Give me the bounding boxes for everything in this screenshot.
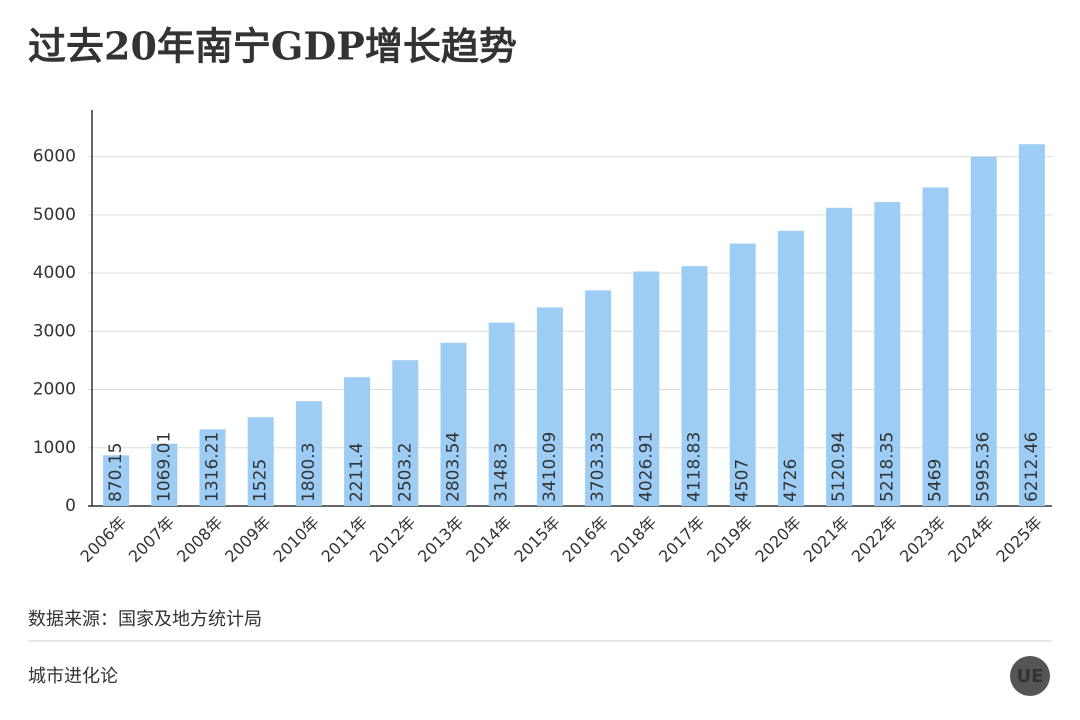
bar	[440, 342, 467, 506]
logo: UE	[1017, 666, 1044, 687]
value-label: 2803.54	[444, 432, 464, 502]
y-tick-label: 6000	[33, 147, 76, 167]
bar	[874, 202, 901, 506]
value-label: 3703.33	[588, 432, 608, 502]
y-tick-label: 0	[65, 496, 76, 516]
bar	[295, 401, 322, 506]
bar	[536, 307, 563, 506]
bar	[199, 429, 226, 506]
y-tick-label: 2000	[33, 380, 76, 400]
source: 数据来源：国家及地方统计局	[28, 609, 262, 630]
bar	[103, 455, 130, 506]
bar	[247, 417, 274, 506]
chart-title: 过去20年南宁GDP增长趋势	[28, 24, 517, 69]
y-tick-label: 1000	[33, 438, 76, 458]
value-label: 4507	[733, 459, 753, 502]
bar	[488, 322, 515, 506]
y-tick-label: 3000	[33, 321, 76, 341]
brand: 城市进化论	[28, 666, 118, 687]
value-label: 4026.91	[636, 432, 656, 502]
logo-badge	[1010, 656, 1050, 696]
bar	[922, 187, 949, 506]
bar	[681, 266, 708, 506]
y-tick-label: 5000	[33, 205, 76, 225]
value-label: 1069.01	[154, 432, 174, 502]
bar	[777, 230, 804, 506]
bar	[970, 156, 997, 506]
value-label: 5120.94	[829, 432, 849, 502]
value-label: 5995.36	[974, 432, 994, 502]
value-label: 2503.2	[395, 443, 415, 502]
value-label: 870.15	[106, 443, 126, 502]
y-tick-label: 4000	[33, 263, 76, 283]
bar	[585, 290, 612, 506]
bar	[1018, 144, 1045, 506]
value-label: 5469	[926, 459, 946, 502]
value-label: 6212.46	[1022, 432, 1042, 502]
value-label: 3410.09	[540, 432, 560, 502]
value-label: 2211.4	[347, 443, 367, 502]
bar	[151, 443, 178, 506]
bar	[633, 271, 660, 506]
bar	[826, 207, 853, 506]
value-label: 1525	[251, 459, 271, 502]
value-label: 1316.21	[203, 432, 223, 502]
value-label: 4726	[781, 459, 801, 502]
bar	[392, 360, 419, 506]
bar	[344, 377, 371, 506]
bar	[729, 243, 756, 507]
value-label: 3148.3	[492, 443, 512, 502]
value-label: 1800.3	[299, 443, 319, 502]
value-label: 4118.83	[685, 432, 705, 502]
value-label: 5218.35	[877, 432, 897, 502]
